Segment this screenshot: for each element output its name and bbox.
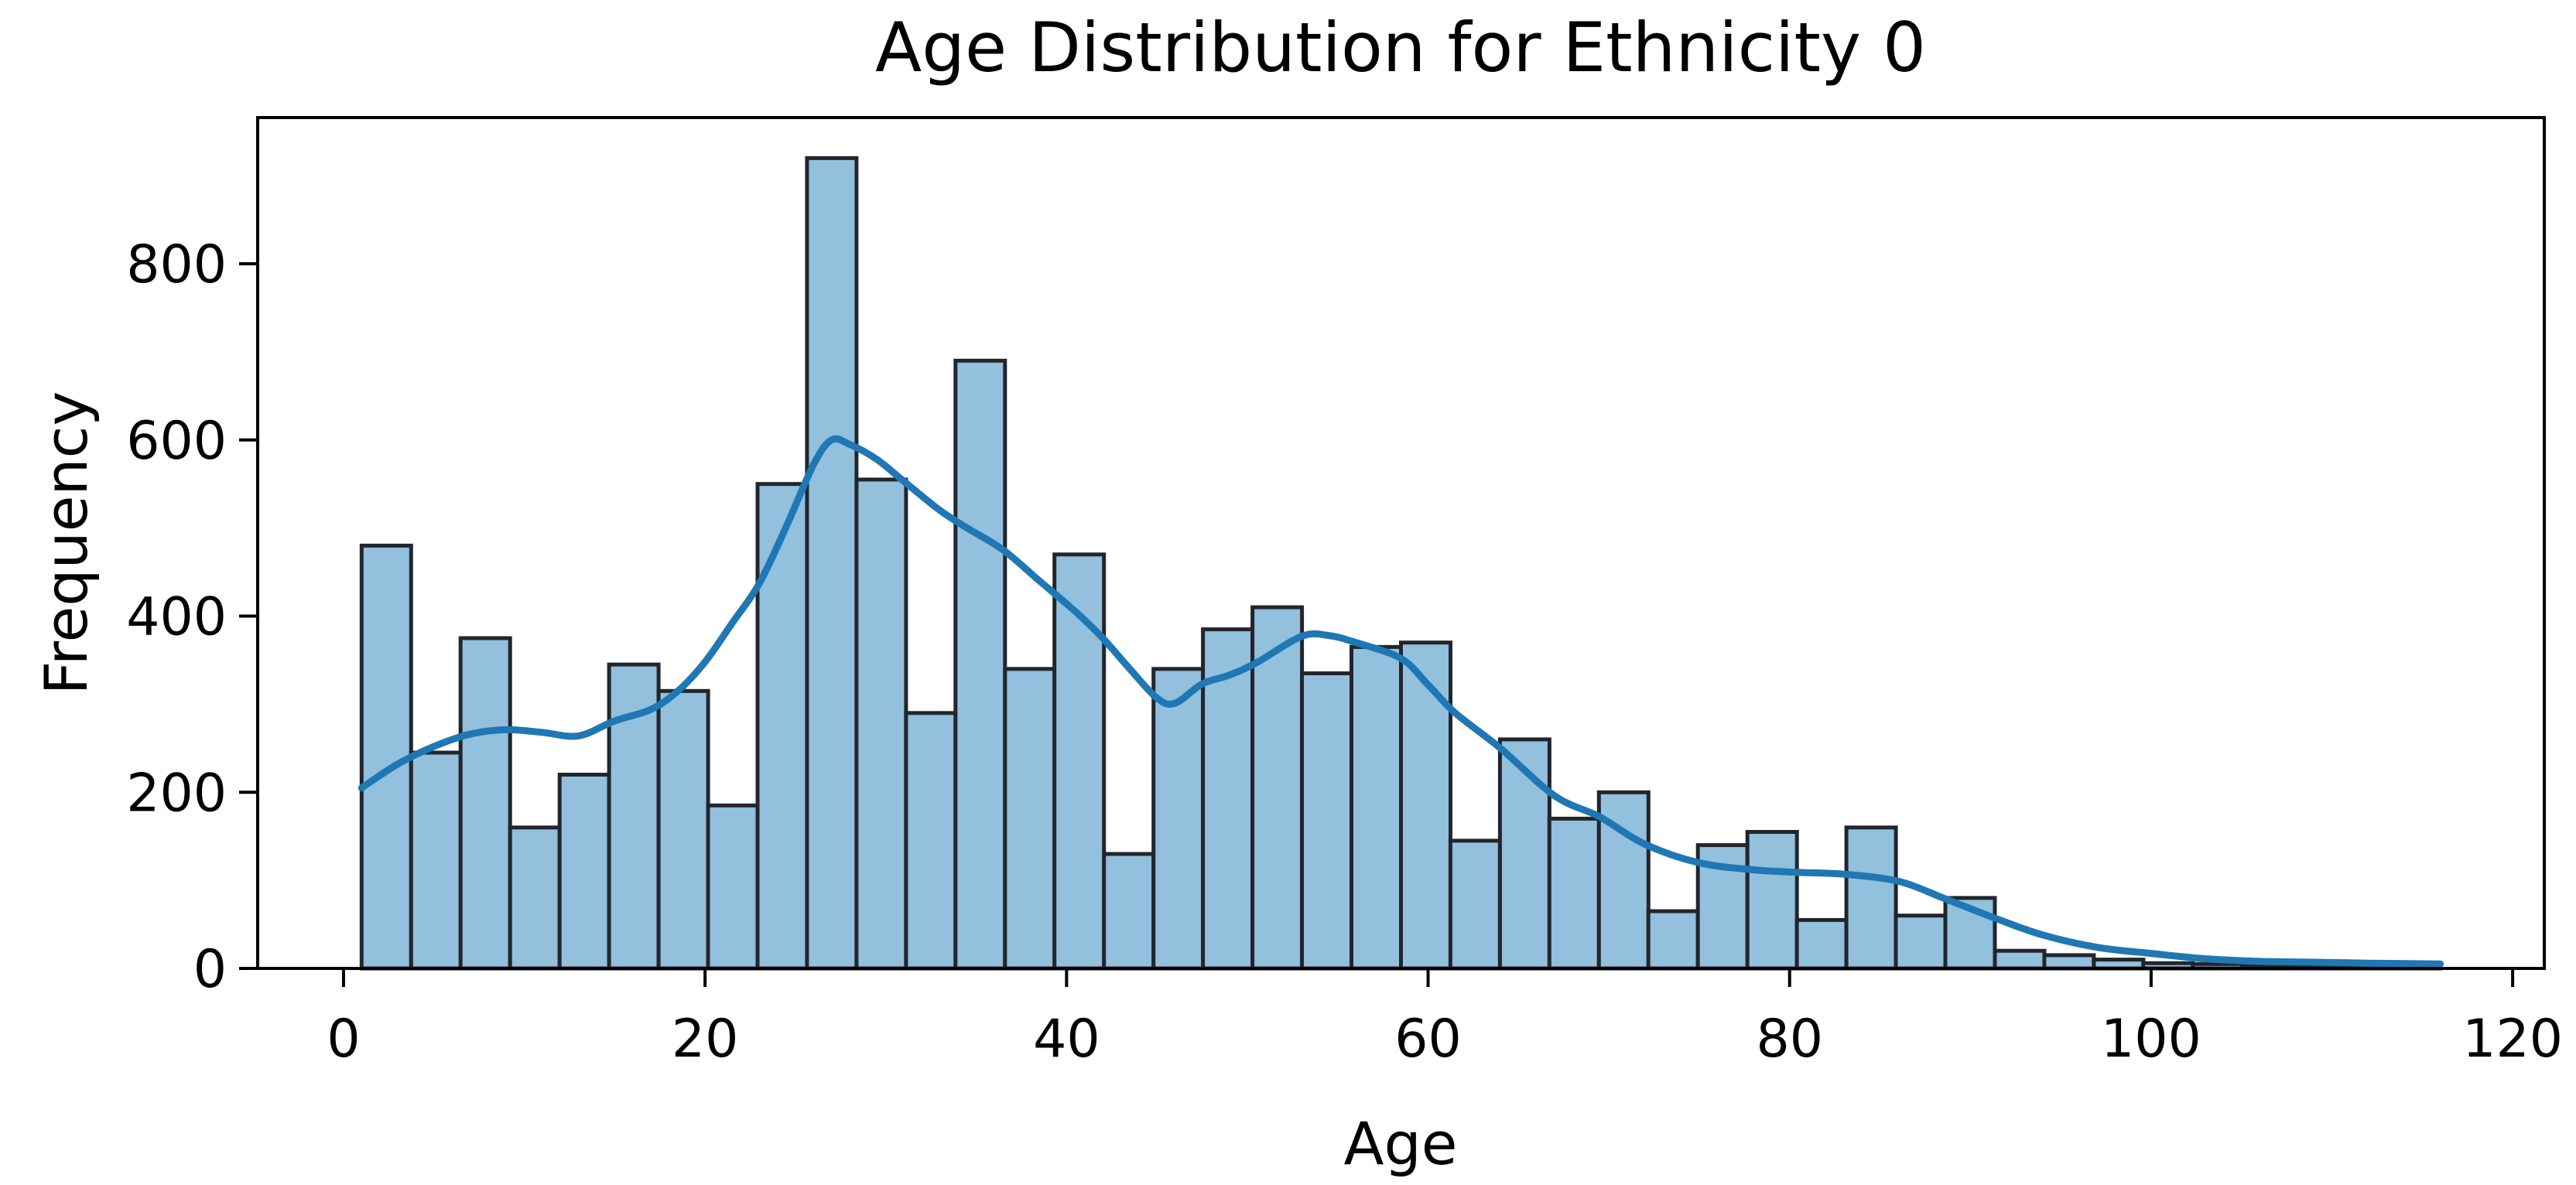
histogram-bar bbox=[1844, 825, 1898, 971]
histogram-bar bbox=[1399, 640, 1452, 971]
x-tick-label: 20 bbox=[672, 1009, 739, 1070]
histogram-bar bbox=[1547, 816, 1601, 971]
histogram-bar bbox=[2042, 953, 2096, 971]
histogram-bar bbox=[1894, 914, 1948, 971]
histogram-bar bbox=[1350, 644, 1403, 971]
histogram-bar bbox=[1448, 838, 1502, 971]
x-axis-ticks: 0 20 40 60 80 100 120 bbox=[327, 968, 2563, 1070]
histogram-bar bbox=[953, 358, 1007, 971]
histogram-bar bbox=[1300, 671, 1353, 971]
x-tick-label: 0 bbox=[327, 1009, 360, 1070]
y-tick-label: 200 bbox=[126, 763, 227, 824]
y-tick-label: 400 bbox=[126, 587, 227, 648]
plot-area: 0 20 40 60 80 100 120 0 200 400 600 800 bbox=[126, 116, 2563, 1070]
x-tick-label: 80 bbox=[1756, 1009, 1823, 1070]
histogram-bar bbox=[1646, 909, 1700, 971]
histogram-bar bbox=[557, 773, 611, 971]
histogram-bar bbox=[1497, 737, 1551, 971]
y-axis-label: Frequency bbox=[32, 391, 101, 695]
histogram-bar bbox=[1052, 552, 1107, 971]
histogram-bar bbox=[458, 636, 512, 971]
x-tick-label: 40 bbox=[1033, 1009, 1100, 1070]
histogram-bar bbox=[904, 711, 958, 971]
y-tick-label: 600 bbox=[126, 411, 227, 472]
histogram-bar bbox=[409, 750, 463, 971]
histogram-bar bbox=[1151, 667, 1206, 971]
histogram-bar bbox=[1102, 852, 1156, 971]
histogram-bar bbox=[508, 825, 562, 971]
axes-border bbox=[256, 116, 2546, 970]
histogram-bar bbox=[1993, 948, 2047, 971]
histogram-bar bbox=[656, 688, 710, 971]
x-tick-label: 120 bbox=[2462, 1009, 2563, 1070]
histogram-bar bbox=[805, 155, 859, 971]
histogram-bar bbox=[706, 803, 760, 971]
chart-title: Age Distribution for Ethnicity 0 bbox=[875, 8, 1926, 87]
x-tick-label: 100 bbox=[2101, 1009, 2201, 1070]
x-tick-label: 60 bbox=[1394, 1009, 1462, 1070]
histogram-bar bbox=[755, 482, 809, 971]
histogram-bar bbox=[1745, 830, 1799, 971]
histogram-bar bbox=[1794, 917, 1849, 971]
histogram-bar bbox=[1003, 667, 1057, 971]
y-tick-label: 800 bbox=[126, 234, 227, 295]
y-tick-label: 0 bbox=[193, 939, 227, 1000]
y-axis-ticks: 0 200 400 600 800 bbox=[126, 234, 258, 1000]
x-axis-label: Age bbox=[1344, 1109, 1458, 1178]
kde-curve bbox=[357, 435, 2444, 968]
histogram-bar bbox=[1201, 627, 1255, 971]
histogram-bar bbox=[854, 477, 908, 971]
